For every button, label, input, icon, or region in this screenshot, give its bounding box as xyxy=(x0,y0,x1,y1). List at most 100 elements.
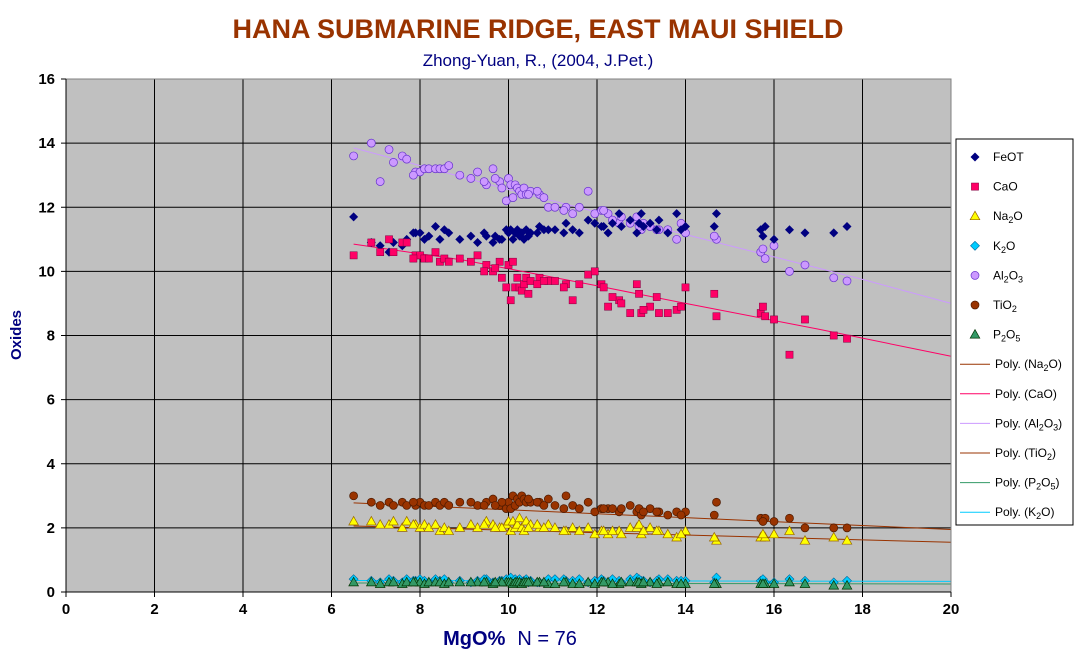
point-Na2O xyxy=(496,522,508,532)
point-FeOT xyxy=(539,225,549,235)
x-tick-label: 10 xyxy=(500,601,517,618)
legend-subscript: 2 xyxy=(1036,482,1041,492)
legend-text: K xyxy=(1028,505,1036,519)
point-CaO xyxy=(626,309,635,317)
legend-subscript: 2 xyxy=(1004,274,1009,284)
point-TiO2 xyxy=(583,497,593,507)
point-CaO xyxy=(604,302,612,311)
point-CaO xyxy=(473,251,482,260)
point-CaO xyxy=(517,286,526,295)
point-FeOT xyxy=(645,218,655,228)
point-CaO xyxy=(639,306,648,314)
point-TiO2 xyxy=(712,497,721,507)
legend-label: FeOT xyxy=(993,150,1024,164)
point-CaO xyxy=(677,302,685,311)
axes xyxy=(61,78,952,597)
point-Al2O3 xyxy=(532,186,542,196)
point-Al2O3 xyxy=(375,177,385,186)
point-P2O5 xyxy=(638,576,649,587)
legend-text: Poly. ( xyxy=(995,357,1028,371)
legend-text: CaO xyxy=(1028,387,1053,401)
point-CaO xyxy=(843,334,851,343)
point-Na2O xyxy=(388,515,399,526)
legend-text: ) xyxy=(1053,387,1057,401)
legend-text: ) xyxy=(1052,446,1056,460)
legend-text: O xyxy=(1048,357,1057,371)
legend-text: CaO xyxy=(993,180,1018,194)
x-tick-label: 8 xyxy=(416,601,424,618)
point-Na2O xyxy=(489,522,501,532)
legend-subscript: 3 xyxy=(1053,422,1058,432)
point-CaO xyxy=(498,273,506,282)
point-Al2O3 xyxy=(497,183,507,193)
point-CaO xyxy=(652,293,661,301)
point-Na2O xyxy=(841,534,853,545)
point-Na2O xyxy=(598,525,610,535)
point-FeOT xyxy=(532,228,542,238)
point-P2O5 xyxy=(465,576,477,587)
legend-marker xyxy=(969,210,981,221)
point-CaO xyxy=(513,273,522,282)
legend-text: Na xyxy=(1028,357,1044,371)
point-P2O5 xyxy=(478,576,490,587)
legend-marker xyxy=(969,328,981,339)
point-CaO xyxy=(655,309,663,317)
point-CaO xyxy=(551,277,559,285)
y-tick-label: 4 xyxy=(47,456,56,473)
legend-subscript: 3 xyxy=(1018,274,1023,284)
point-FeOT xyxy=(559,228,569,238)
legend-marker xyxy=(971,182,979,191)
legend-subscript: 2 xyxy=(1036,511,1041,521)
point-Na2O xyxy=(407,518,419,529)
point-Na2O xyxy=(374,518,386,529)
point-CaO xyxy=(349,251,358,260)
point-FeOT xyxy=(709,221,719,231)
point-Na2O xyxy=(828,531,840,542)
point-FeOT xyxy=(430,221,440,231)
point-P2O5 xyxy=(558,576,570,587)
point-TiO2 xyxy=(444,501,454,510)
point-CaO xyxy=(770,315,778,324)
point-FeOT xyxy=(561,218,571,228)
legend-text: O xyxy=(1006,328,1015,342)
point-FeOT xyxy=(616,221,626,231)
point-CaO xyxy=(491,264,500,273)
legend-item: FeOT xyxy=(970,150,1024,164)
legend-text: Al xyxy=(1028,416,1039,430)
point-FeOT xyxy=(800,228,810,238)
point-CaO xyxy=(431,248,440,256)
point-CaO xyxy=(509,257,517,266)
legend-text: O xyxy=(1041,505,1050,519)
legend-marker xyxy=(970,152,980,162)
y-tick-label: 14 xyxy=(38,135,55,152)
point-FeOT xyxy=(769,234,779,244)
point-Na2O xyxy=(514,512,525,523)
legend-item: TiO2 xyxy=(970,298,1017,314)
x-axis-label-group: MgO% N = 76 xyxy=(443,628,577,650)
point-FeOT xyxy=(632,228,642,238)
point-TiO2 xyxy=(550,501,560,510)
point-FeOT xyxy=(473,238,483,248)
point-Na2O xyxy=(478,518,490,529)
point-TiO2 xyxy=(574,504,584,513)
legend-text: Na xyxy=(993,209,1009,223)
point-P2O5 xyxy=(582,576,594,587)
point-FeOT xyxy=(784,225,794,235)
point-P2O5 xyxy=(407,576,419,587)
point-CaO xyxy=(520,280,528,289)
point-TiO2 xyxy=(676,510,686,520)
legend-item: Poly. (P2O5) xyxy=(960,476,1060,492)
legend-text: ) xyxy=(1058,357,1062,371)
point-Al2O3 xyxy=(568,209,578,219)
legend-text: O xyxy=(1013,209,1022,223)
x-tick-label: 4 xyxy=(239,601,248,618)
point-FeOT xyxy=(676,225,686,235)
point-Al2O3 xyxy=(559,206,569,215)
x-tick-labels: 0 2 4 6 8 10 12 14 16 18 20 xyxy=(62,601,960,618)
point-Al2O3 xyxy=(488,164,498,174)
point-Na2O xyxy=(538,522,550,532)
legend-text: P xyxy=(1028,476,1036,490)
point-Na2O xyxy=(465,518,477,529)
point-TiO2 xyxy=(800,523,810,533)
